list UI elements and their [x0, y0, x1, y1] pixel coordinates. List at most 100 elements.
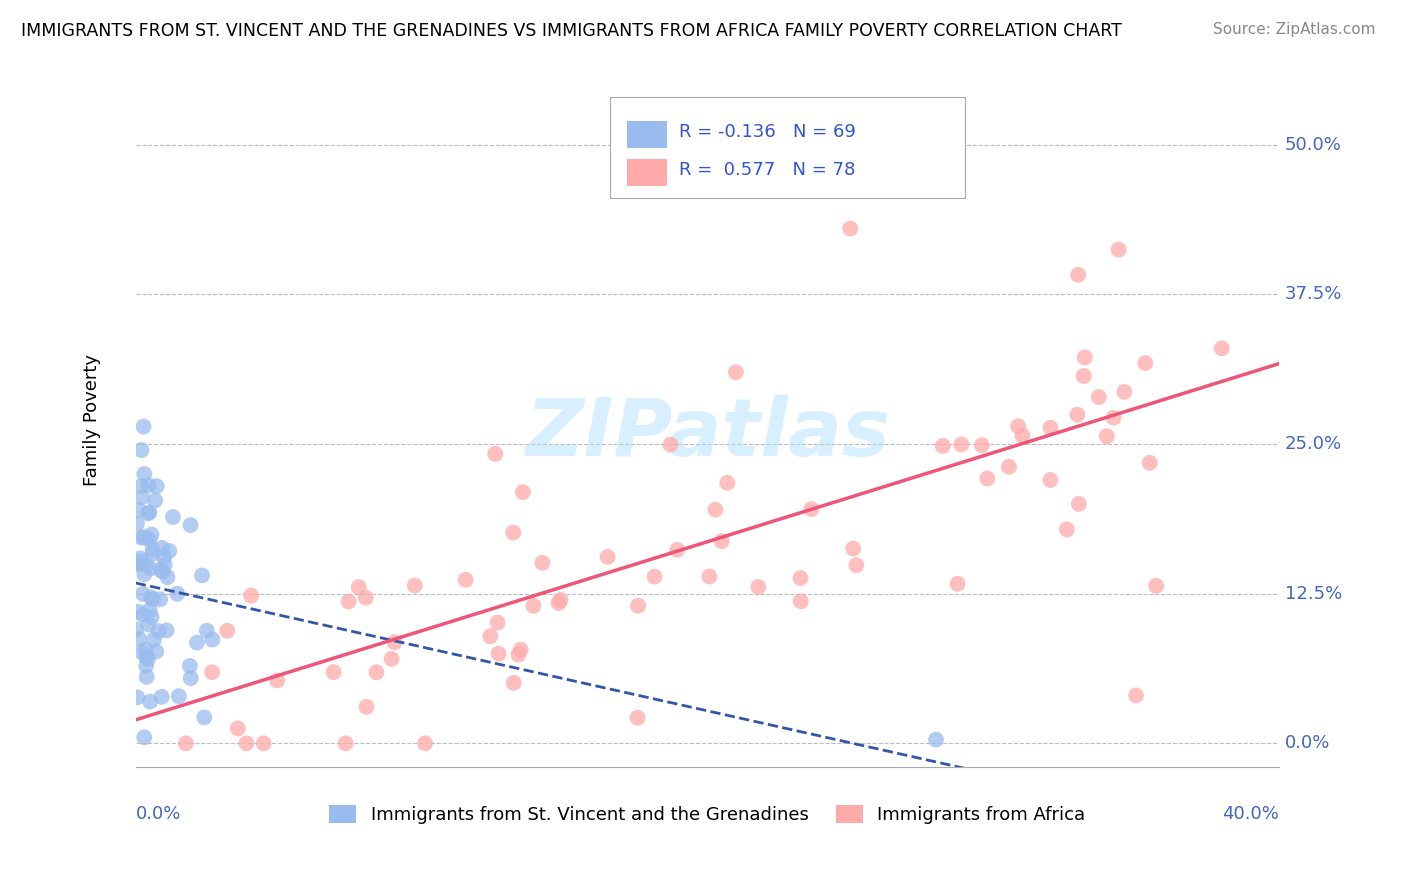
Point	[136, 617, 159, 632]
Text: Family Poverty: Family Poverty	[83, 354, 101, 486]
Point	[179, 658, 201, 673]
Point	[509, 642, 531, 657]
Point	[839, 221, 862, 235]
Point	[502, 525, 524, 540]
Point	[335, 736, 357, 750]
Point	[724, 365, 747, 379]
Point	[125, 623, 148, 637]
Point	[1088, 390, 1111, 404]
Point	[128, 632, 150, 646]
Point	[354, 591, 377, 605]
Point	[789, 571, 811, 585]
Point	[138, 478, 160, 492]
Point	[142, 542, 165, 557]
Text: Source: ZipAtlas.com: Source: ZipAtlas.com	[1212, 22, 1375, 37]
Point	[1102, 410, 1125, 425]
Point	[659, 437, 682, 451]
Point	[842, 541, 865, 556]
Point	[135, 670, 157, 684]
Point	[149, 592, 172, 607]
Point	[381, 652, 404, 666]
Point	[180, 671, 202, 685]
Point	[131, 645, 153, 659]
Point	[1135, 356, 1157, 370]
Point	[155, 624, 177, 638]
Point	[139, 695, 162, 709]
Text: 0.0%: 0.0%	[1285, 734, 1330, 752]
Point	[946, 576, 969, 591]
Point	[347, 580, 370, 594]
Point	[131, 443, 153, 458]
Point	[141, 527, 163, 541]
Point	[1039, 421, 1062, 435]
Point	[925, 161, 948, 176]
Point	[174, 736, 197, 750]
Point	[131, 479, 153, 493]
Text: 0.0%: 0.0%	[136, 805, 181, 823]
Point	[644, 569, 666, 583]
Point	[139, 591, 162, 605]
Point	[201, 632, 224, 647]
Point	[135, 650, 157, 665]
Point	[1139, 456, 1161, 470]
Point	[454, 573, 477, 587]
Point	[322, 665, 344, 679]
Point	[486, 615, 509, 630]
Point	[153, 550, 176, 565]
Point	[845, 558, 868, 573]
Point	[479, 629, 502, 643]
Point	[127, 605, 149, 619]
Point	[148, 624, 170, 639]
Point	[132, 607, 155, 622]
Point	[710, 534, 733, 549]
Text: R = -0.136   N = 69: R = -0.136 N = 69	[679, 123, 856, 141]
Point	[138, 533, 160, 547]
Point	[1039, 473, 1062, 487]
Point	[141, 610, 163, 624]
Point	[404, 578, 426, 592]
Point	[226, 722, 249, 736]
Point	[1211, 341, 1233, 355]
Point	[970, 438, 993, 452]
Point	[266, 673, 288, 688]
Point	[162, 510, 184, 524]
Point	[134, 530, 156, 544]
Point	[193, 710, 215, 724]
Point	[1144, 579, 1167, 593]
Text: R =  0.577   N = 78: R = 0.577 N = 78	[679, 161, 855, 179]
Point	[932, 439, 955, 453]
Bar	[627, 160, 668, 186]
Point	[366, 665, 388, 680]
Point	[1007, 419, 1029, 434]
Point	[167, 689, 190, 703]
Point	[127, 690, 149, 705]
Point	[134, 567, 156, 582]
Point	[127, 557, 149, 571]
Point	[136, 507, 159, 521]
Point	[976, 471, 998, 485]
Point	[522, 599, 544, 613]
Text: 50.0%: 50.0%	[1285, 136, 1341, 153]
Point	[150, 564, 173, 578]
Point	[484, 447, 506, 461]
Point	[1067, 268, 1090, 282]
Point	[626, 711, 648, 725]
Point	[143, 493, 166, 508]
Point	[337, 594, 360, 608]
Point	[356, 699, 378, 714]
Text: ZIPatlas: ZIPatlas	[524, 395, 890, 473]
Point	[129, 555, 152, 569]
Point	[235, 736, 257, 750]
Point	[508, 648, 530, 662]
Point	[125, 555, 148, 569]
Point	[135, 558, 157, 573]
FancyBboxPatch shape	[610, 97, 965, 198]
Point	[747, 580, 769, 594]
Point	[666, 543, 689, 558]
Point	[142, 547, 165, 561]
Point	[136, 652, 159, 666]
Point	[150, 690, 173, 704]
Point	[384, 635, 406, 649]
Point	[596, 549, 619, 564]
Point	[186, 636, 208, 650]
